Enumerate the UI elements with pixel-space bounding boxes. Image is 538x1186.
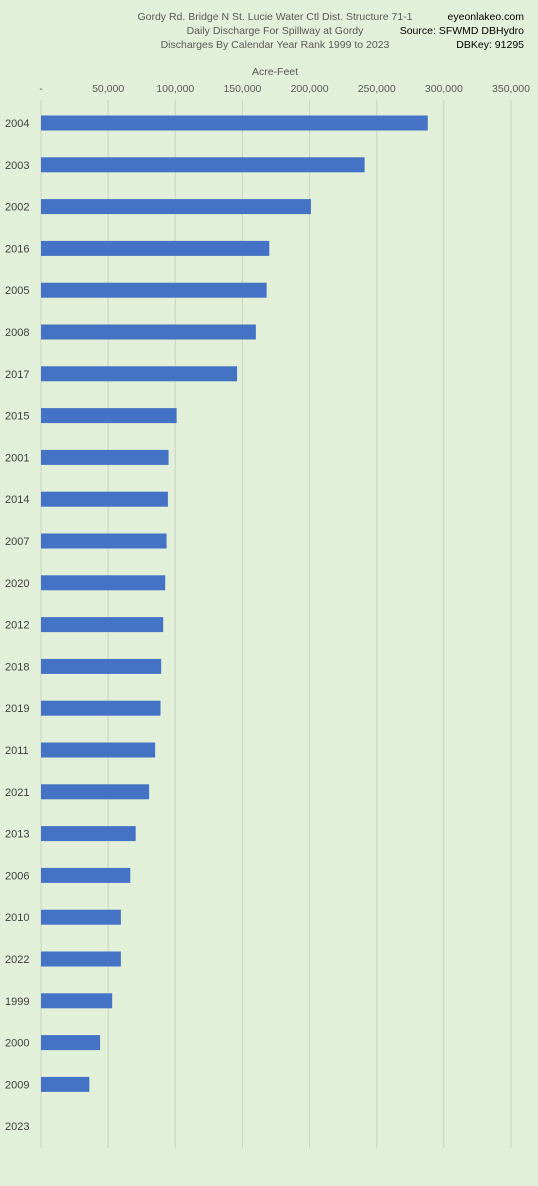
bar-2007 [41, 533, 167, 549]
category-label: 2022 [5, 954, 29, 966]
bar-2003 [41, 157, 365, 173]
category-label: 2018 [5, 661, 29, 673]
x-tick-label: - [39, 83, 43, 95]
category-label: 2009 [5, 1079, 29, 1091]
category-label: 2003 [5, 160, 29, 172]
bar-2001 [41, 449, 169, 465]
x-tick-label: 250,000 [358, 83, 396, 95]
bar-2006 [41, 867, 131, 883]
x-tick-label: 350,000 [492, 83, 530, 95]
x-tick-label: 100,000 [156, 83, 194, 95]
chart-title-line-1: Gordy Rd. Bridge N St. Lucie Water Ctl D… [137, 11, 413, 23]
category-label: 2014 [5, 494, 29, 506]
x-tick-label: 150,000 [223, 83, 261, 95]
bar-2005 [41, 282, 267, 298]
bar-2020 [41, 575, 166, 591]
category-label: 2005 [5, 285, 29, 297]
category-label: 2004 [5, 118, 29, 130]
x-axis-title: Acre-Feet [251, 66, 299, 78]
bar-2012 [41, 617, 164, 633]
x-tick-label: 300,000 [425, 83, 463, 95]
chart-title-line-2: Daily Discharge For Spillway at Gordy [186, 25, 364, 37]
bar-1999 [41, 993, 113, 1009]
category-label: 2007 [5, 536, 29, 548]
bar-2022 [41, 951, 121, 967]
category-label: 2001 [5, 452, 29, 464]
bar-2018 [41, 658, 162, 674]
x-tick-label: 50,000 [92, 83, 124, 95]
category-label: 2008 [5, 327, 29, 339]
x-tick-label: 200,000 [291, 83, 329, 95]
bar-2000 [41, 1035, 101, 1051]
category-label: 2017 [5, 369, 29, 381]
bars [41, 115, 428, 1092]
category-label: 2011 [5, 745, 29, 757]
x-axis-ticks: - 50,000 100,000 150,000 200,000 250,000 300,0… [39, 83, 530, 95]
category-label: 2020 [5, 578, 29, 590]
bar-2004 [41, 115, 428, 131]
category-label: 2021 [5, 787, 29, 799]
category-label: 2023 [5, 1121, 29, 1133]
category-label: 2002 [5, 202, 29, 214]
bar-2008 [41, 324, 256, 340]
bar-2019 [41, 700, 161, 716]
category-label: 1999 [5, 996, 29, 1008]
bar-2002 [41, 199, 311, 215]
bar-2013 [41, 826, 136, 842]
category-label: 2000 [5, 1038, 29, 1050]
category-label: 2006 [5, 870, 29, 882]
chart-title: Gordy Rd. Bridge N St. Lucie Water Ctl D… [120, 10, 430, 52]
bar-2014 [41, 491, 168, 507]
bar-2009 [41, 1076, 90, 1092]
category-label: 2019 [5, 703, 29, 715]
bar-2021 [41, 784, 150, 800]
category-label: 2016 [5, 243, 29, 255]
source-attribution: eyeonlakeo.com Source: SFWMD DBHydro DBK… [400, 10, 524, 52]
category-label: 2010 [5, 912, 29, 924]
source-dbkey: DBKey: 91295 [456, 39, 524, 51]
chart-title-line-3: Discharges By Calendar Year Rank 1999 to… [160, 39, 390, 51]
bar-2016 [41, 240, 270, 256]
category-label: 2015 [5, 411, 29, 423]
bar-2015 [41, 408, 177, 424]
bar-2017 [41, 366, 238, 382]
y-axis-categories: 2004 2003 2002 2016 2005 2008 2017 2015 2001 2014… [5, 118, 29, 1133]
category-label: 2013 [5, 829, 29, 841]
category-label: 2012 [5, 620, 29, 632]
bar-2011 [41, 742, 156, 758]
bar-2010 [41, 909, 121, 925]
source-name: Source: SFWMD DBHydro [399, 25, 524, 37]
source-site: eyeonlakeo.com [447, 11, 524, 23]
